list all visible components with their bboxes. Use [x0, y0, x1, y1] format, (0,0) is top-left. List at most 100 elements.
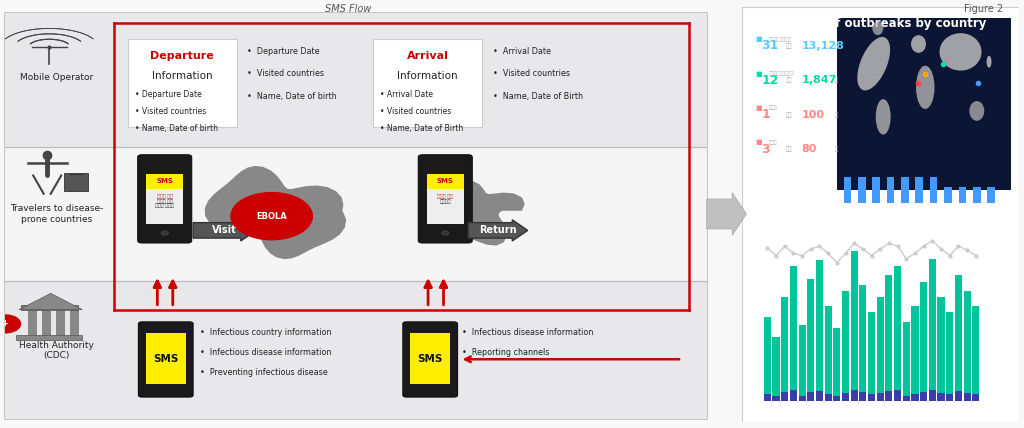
Bar: [5, 147, 707, 281]
Bar: [824, 395, 831, 401]
Text: 감염병 정보: 감염병 정보: [157, 199, 173, 204]
Text: SMS: SMS: [153, 354, 178, 364]
Text: •  Visited countries: • Visited countries: [493, 69, 569, 78]
Bar: [859, 392, 866, 401]
Bar: [954, 391, 962, 401]
Text: 명: 명: [835, 43, 838, 49]
Bar: [973, 187, 981, 203]
Bar: [15, 335, 82, 340]
Text: 감염병 예방법: 감염병 예방법: [156, 203, 174, 208]
Text: SMS Flow: SMS Flow: [325, 4, 372, 14]
Text: ■: ■: [756, 140, 762, 146]
Bar: [20, 305, 78, 310]
Text: 개국: 개국: [785, 112, 792, 118]
Text: • Name, Date of birth: • Name, Date of birth: [135, 124, 218, 133]
Text: ■: ■: [756, 105, 762, 111]
Text: • Departure Date: • Departure Date: [135, 89, 202, 99]
Bar: [901, 178, 908, 203]
Bar: [28, 310, 38, 338]
FancyBboxPatch shape: [418, 155, 472, 243]
Polygon shape: [429, 182, 524, 245]
Bar: [886, 391, 893, 401]
Bar: [145, 333, 185, 384]
Text: 1,847: 1,847: [802, 75, 838, 86]
Bar: [842, 291, 849, 401]
Bar: [929, 389, 936, 401]
Text: Health Authority
(CDC): Health Authority (CDC): [18, 341, 94, 360]
Text: 감염국 정보: 감염국 정보: [157, 194, 173, 199]
Bar: [886, 276, 893, 401]
Bar: [972, 395, 979, 401]
Bar: [834, 328, 841, 401]
FancyBboxPatch shape: [402, 322, 458, 397]
Bar: [5, 281, 707, 419]
Bar: [834, 396, 841, 401]
Text: 에볼라바이러스병: 에볼라바이러스병: [769, 36, 793, 42]
Text: SMS: SMS: [437, 178, 454, 184]
Text: 13,128: 13,128: [802, 41, 845, 51]
Bar: [872, 178, 880, 203]
Bar: [844, 178, 851, 203]
Text: •  Name, Date of birth: • Name, Date of birth: [247, 92, 337, 101]
Bar: [946, 395, 953, 401]
Text: Departure: Departure: [151, 51, 214, 60]
Text: Visit: Visit: [212, 226, 237, 235]
FancyBboxPatch shape: [138, 322, 194, 397]
Circle shape: [0, 315, 20, 333]
Text: •  Infectious country information: • Infectious country information: [200, 327, 332, 336]
Bar: [842, 393, 849, 401]
Text: Travelers to disease-
prone countries: Travelers to disease- prone countries: [9, 205, 103, 224]
Bar: [958, 187, 967, 203]
Bar: [946, 312, 953, 401]
Text: 12: 12: [761, 74, 778, 87]
Bar: [911, 306, 919, 401]
Bar: [781, 297, 788, 401]
Bar: [55, 310, 66, 338]
Text: 명: 명: [835, 77, 838, 83]
Polygon shape: [206, 166, 345, 259]
Text: Information: Information: [152, 71, 213, 81]
Bar: [411, 333, 451, 384]
Text: •  Infectious disease information: • Infectious disease information: [463, 327, 594, 336]
Text: 감염병 정보: 감염병 정보: [437, 194, 454, 199]
Bar: [781, 392, 788, 401]
Text: Arrival: Arrival: [407, 51, 449, 60]
Circle shape: [441, 231, 449, 235]
Ellipse shape: [876, 99, 891, 134]
Bar: [816, 391, 823, 401]
Text: ■: ■: [756, 71, 762, 77]
Bar: [128, 39, 237, 127]
Ellipse shape: [939, 33, 982, 71]
Text: EBOLA: EBOLA: [256, 211, 287, 221]
Text: •  Infectious disease information: • Infectious disease information: [200, 348, 332, 357]
Bar: [772, 396, 779, 401]
Text: •  Visited countries: • Visited countries: [247, 69, 325, 78]
Text: SMS: SMS: [418, 354, 443, 364]
Text: •  Preventing infectious disease: • Preventing infectious disease: [200, 368, 328, 377]
Bar: [807, 392, 814, 401]
Bar: [887, 178, 894, 203]
Bar: [146, 174, 183, 189]
Bar: [915, 178, 923, 203]
Text: • Visited countries: • Visited countries: [380, 107, 452, 116]
Bar: [42, 310, 51, 338]
Bar: [5, 13, 707, 147]
Bar: [929, 259, 936, 401]
Text: Return: Return: [479, 226, 517, 235]
Text: ■: ■: [756, 36, 762, 42]
Text: 개국: 개국: [785, 43, 792, 49]
Bar: [930, 178, 938, 203]
Bar: [921, 392, 927, 401]
FancyBboxPatch shape: [65, 173, 88, 190]
Bar: [772, 337, 779, 401]
Bar: [938, 297, 944, 401]
Bar: [374, 39, 482, 127]
Bar: [954, 276, 962, 401]
Text: Figure 2: Figure 2: [965, 4, 1004, 14]
Bar: [972, 306, 979, 401]
Bar: [70, 310, 80, 338]
Bar: [894, 389, 901, 401]
Bar: [859, 285, 866, 401]
Text: 100: 100: [802, 110, 824, 120]
Bar: [790, 266, 797, 401]
